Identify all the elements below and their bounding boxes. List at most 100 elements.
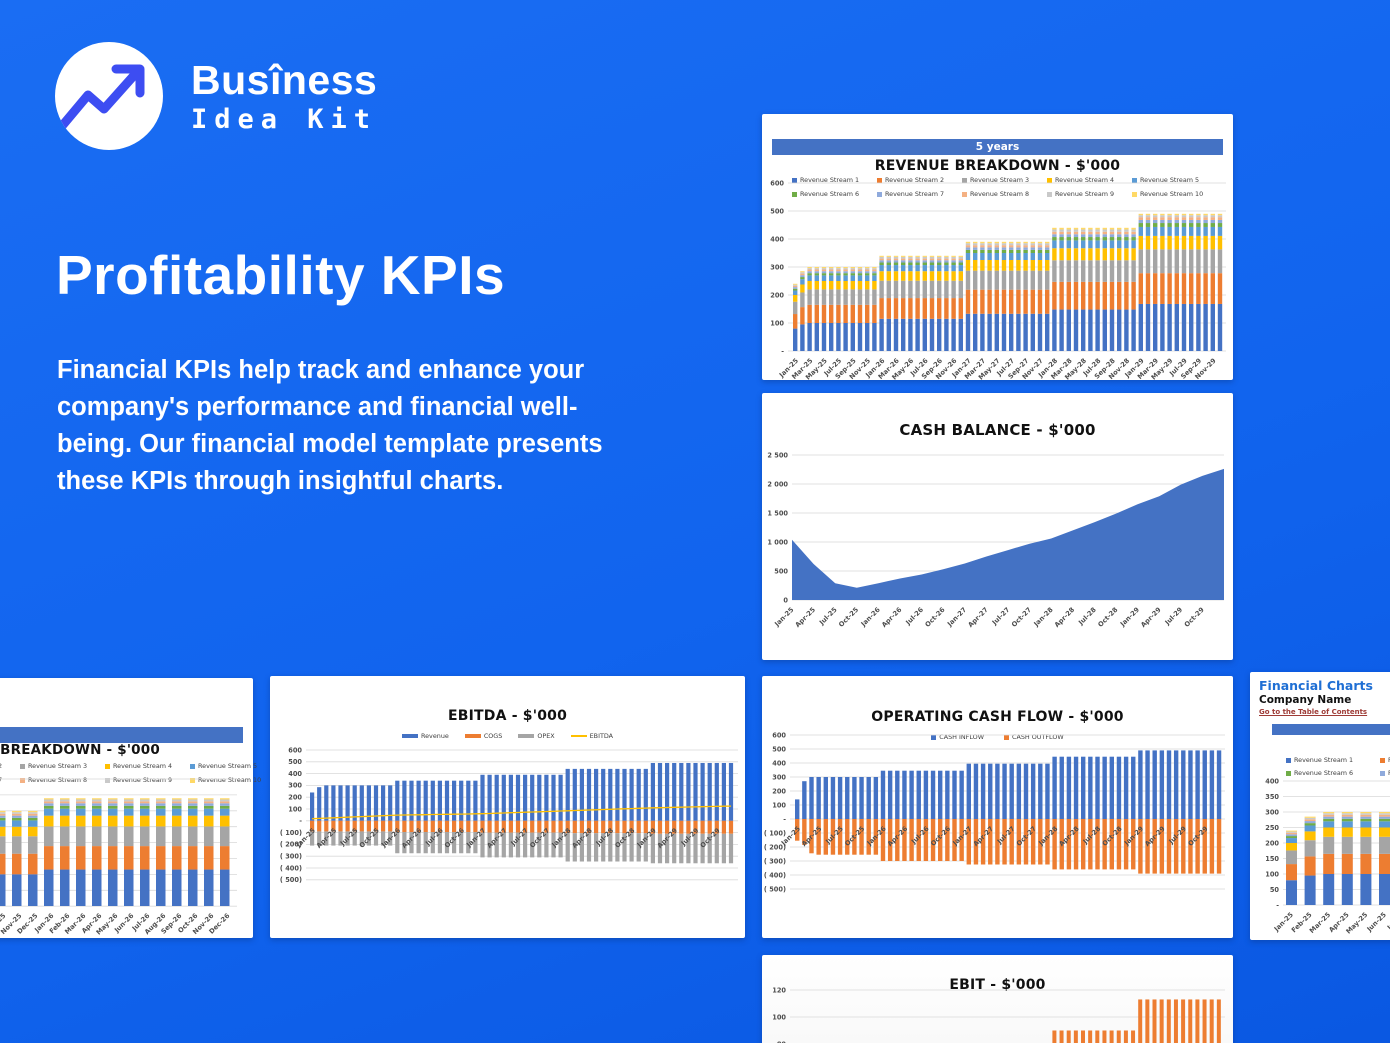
revenue-breakdown-5y-title: REVENUE BREAKDOWN - $'000 [874, 158, 1121, 174]
svg-text:Jul-29: Jul-29 [1163, 605, 1185, 627]
svg-text:Apr-27: Apr-27 [966, 605, 990, 629]
svg-text:500: 500 [772, 745, 786, 753]
legend-item: Revenue Stream 9 [105, 776, 190, 784]
svg-text:100: 100 [288, 805, 302, 813]
svg-text:Jan-27: Jan-27 [945, 605, 968, 628]
brand-header: Busîness Idea Kit [55, 42, 377, 150]
svg-text:120: 120 [772, 986, 786, 994]
svg-text:( 500): ( 500) [764, 885, 786, 893]
svg-text:Jul-27: Jul-27 [990, 605, 1012, 627]
legend-item: Revenue Stream 3 [962, 176, 1047, 184]
legend-item: Revenue Stream 5 [1132, 176, 1217, 184]
legend-item: Revenue Stream 2 [1380, 756, 1390, 764]
svg-text:100: 100 [1265, 870, 1279, 878]
svg-text:250: 250 [1265, 824, 1279, 832]
svg-text:Jan-28: Jan-28 [1032, 605, 1055, 628]
chart-legend: CASH INFLOW CASH OUTFLOW [762, 733, 1233, 741]
ebit-title: EBIT - $'000 [949, 977, 1046, 993]
page-description: Financial KPIs help track and enhance yo… [57, 356, 603, 495]
period-tag-5-years: 5 years [772, 139, 1223, 155]
legend-item: Revenue Stream 2 [0, 762, 3, 770]
svg-text:200: 200 [770, 291, 784, 299]
operating-cash-flow-card: OPERATING CASH FLOW - $'000 CASH INFLOW C… [762, 676, 1233, 938]
legend-item: CASH OUTFLOW [1004, 733, 1064, 741]
svg-text:Jan-26: Jan-26 [859, 605, 882, 628]
svg-text:( 100): ( 100) [280, 829, 302, 837]
svg-text:0: 0 [783, 596, 788, 604]
legend-item: Revenue Stream 7 [0, 776, 3, 784]
svg-text:( 100): ( 100) [764, 829, 786, 837]
svg-text:-: - [781, 347, 784, 355]
svg-text:Jul-28: Jul-28 [1076, 605, 1098, 627]
legend-item: Revenue Stream 2 [877, 176, 962, 184]
ebit-chart: 12010080604020-Jan-25Apr-25Jul-25Oct-25J… [772, 986, 1225, 1043]
svg-text:( 300): ( 300) [764, 857, 786, 865]
svg-text:400: 400 [288, 770, 302, 778]
svg-text:( 200): ( 200) [764, 843, 786, 851]
financial-charts-title: Financial Charts [1259, 678, 1373, 693]
svg-text:300: 300 [770, 263, 784, 271]
svg-text:Oct-29: Oct-29 [1183, 605, 1206, 628]
legend-item: Revenue Stream 4 [105, 762, 190, 770]
svg-text:( 300): ( 300) [280, 853, 302, 861]
svg-text:-: - [783, 815, 786, 823]
legend-item: Revenue Stream 6 [792, 190, 877, 198]
legend-item: Revenue Stream 3 [20, 762, 105, 770]
svg-text:80: 80 [777, 1040, 787, 1043]
ebitda-chart: 600 500 400 300 200 100 - ( 100) ( 200) ( 300) ( 4… [280, 746, 738, 884]
legend-item: CASH INFLOW [931, 733, 984, 741]
svg-text:Oct-27: Oct-27 [1010, 605, 1033, 628]
legend-item: Revenue Stream 1 [1286, 756, 1380, 764]
legend-item: COGS [464, 732, 502, 740]
svg-text:Apr-25: Apr-25 [794, 605, 818, 629]
revenue-breakdown-5y-card: 5 years REVENUE BREAKDOWN - $'000 Revenu… [762, 114, 1233, 380]
legend-item: Revenue Stream 7 [877, 190, 962, 198]
page-title: Profitability KPIs [56, 244, 506, 306]
chart-legend: Revenue COGS OPEX EBITDA [270, 732, 745, 740]
svg-text:300: 300 [772, 773, 786, 781]
legend-item: Revenue [401, 732, 449, 740]
table-of-contents-link[interactable]: Go to the Table of Contents [1259, 708, 1368, 716]
svg-text:100: 100 [770, 319, 784, 327]
legend-item: Revenue Stream 10 [1132, 190, 1217, 198]
trend-arrow-icon [55, 64, 145, 137]
svg-text:150: 150 [1265, 855, 1279, 863]
financial-charts-mini-chart: 40035030025020015010050-Jan-25Feb-25Mar-… [1265, 777, 1390, 936]
financial-charts-card: Financial Charts Company Name Go to the … [1250, 672, 1390, 940]
ebitda-card: EBITDA - $'000 Revenue COGS OPEX EBITDA 600… [270, 676, 745, 938]
legend-item: Revenue Stream 4 [1047, 176, 1132, 184]
svg-text:200: 200 [288, 794, 302, 802]
svg-text:-: - [299, 817, 302, 825]
cash-balance-card: CASH BALANCE - $'000 2 500 2 000 1 500 1 00… [762, 393, 1233, 660]
svg-text:2 500: 2 500 [767, 451, 788, 459]
svg-text:500: 500 [770, 207, 784, 215]
revenue-breakdown-24m-chart: 40035030025020015010050-Jan-25Feb-25Mar-… [0, 778, 237, 937]
company-name: Company Name [1259, 694, 1352, 706]
legend-item: Revenue Stream 8 [20, 776, 105, 784]
operating-cash-flow-title: OPERATING CASH FLOW - $'000 [871, 709, 1124, 725]
operating-cash-flow-chart: 600 500 400 300 200 100 - ( 100) ( 200) ( 300) ( 4… [764, 731, 1225, 893]
svg-text:50: 50 [1270, 886, 1280, 894]
svg-text:( 400): ( 400) [280, 864, 302, 872]
svg-text:200: 200 [772, 787, 786, 795]
svg-text:Apr-26: Apr-26 [880, 605, 904, 629]
legend-item: Revenue Stream 6 [1286, 769, 1380, 777]
svg-text:600: 600 [772, 731, 786, 739]
svg-text:500: 500 [288, 758, 302, 766]
svg-text:100: 100 [772, 801, 786, 809]
legend-item: OPEX [518, 732, 555, 740]
svg-text:Oct-25: Oct-25 [837, 605, 860, 628]
svg-text:Oct-26: Oct-26 [924, 605, 947, 628]
svg-text:500: 500 [774, 567, 788, 575]
period-bar [1272, 724, 1390, 735]
brand-subname: Idea Kit [191, 103, 378, 135]
svg-text:Jul-26: Jul-26 [904, 605, 926, 627]
svg-text:Jan-25: Jan-25 [772, 605, 795, 628]
svg-text:Jan-29: Jan-29 [1118, 605, 1141, 628]
legend-item: Revenue Stream 5 [190, 762, 275, 770]
